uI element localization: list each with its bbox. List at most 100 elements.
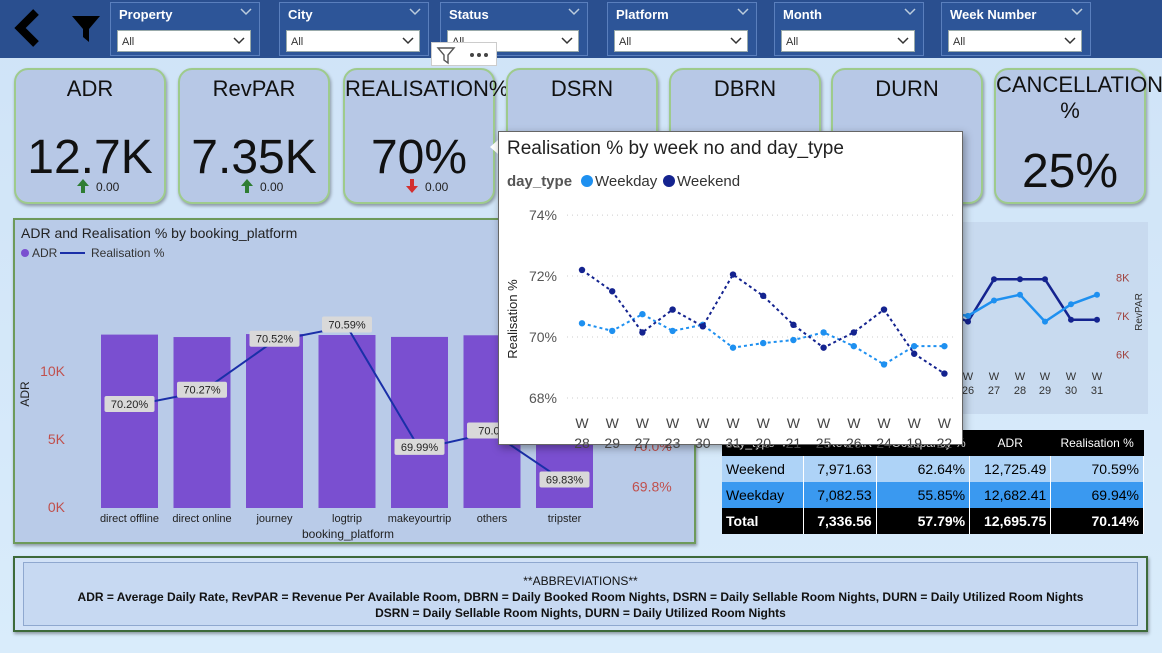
filter-button[interactable]: [70, 12, 102, 44]
data-point[interactable]: [790, 336, 797, 344]
header-adr[interactable]: ADR: [969, 430, 1051, 456]
data-point[interactable]: [1042, 318, 1048, 325]
x-tick-label: W: [847, 415, 861, 431]
data-point[interactable]: [760, 292, 767, 300]
data-label: 70.59%: [328, 319, 366, 331]
slicer-dropdown[interactable]: All: [948, 30, 1082, 52]
data-point[interactable]: [965, 318, 971, 325]
chevron-down-icon[interactable]: [408, 7, 422, 17]
bar-adr[interactable]: [173, 337, 231, 508]
y2-tick-label: 69.8%: [632, 479, 672, 495]
bar-adr[interactable]: [318, 335, 376, 508]
data-point[interactable]: [991, 276, 997, 283]
data-point[interactable]: [820, 344, 827, 351]
chevron-down-icon[interactable]: [1070, 7, 1084, 17]
chevron-down-icon: [233, 37, 245, 45]
bar-adr[interactable]: [391, 336, 448, 508]
slicer-dropdown[interactable]: All: [614, 30, 748, 52]
data-point[interactable]: [991, 297, 997, 304]
data-point[interactable]: [941, 370, 948, 377]
table-row: Weekend 7,971.63 62.64% 12,725.49 70.59%: [722, 456, 1144, 482]
x-tick-label: 24: [876, 435, 892, 451]
data-point[interactable]: [790, 321, 797, 329]
data-point[interactable]: [609, 288, 616, 295]
y-tick-label: 7K: [1116, 311, 1130, 323]
data-point[interactable]: [965, 312, 971, 319]
cell-occupancy: 62.64%: [876, 456, 971, 482]
data-label-bg: [249, 330, 300, 347]
chevron-down-icon[interactable]: [239, 7, 253, 17]
data-point[interactable]: [1094, 291, 1100, 298]
slicer-value: All: [619, 36, 632, 48]
data-point[interactable]: [669, 327, 676, 335]
y-tick-label: 6K: [1116, 349, 1130, 361]
data-point[interactable]: [850, 342, 857, 350]
legend-adr-label: ADR: [32, 246, 58, 260]
kpi-card-realisation[interactable]: REALISATION% 70% 0.00: [343, 68, 508, 204]
x-tick-label: W: [1040, 371, 1051, 383]
trend-down-icon: [406, 179, 418, 193]
data-point[interactable]: [1068, 301, 1074, 308]
x-tick-label: 21: [786, 435, 802, 451]
data-point[interactable]: [729, 271, 737, 278]
chevron-down-icon[interactable]: [736, 7, 750, 17]
data-point[interactable]: [578, 266, 586, 274]
x-tick-label: 31: [725, 435, 741, 451]
chevron-down-icon[interactable]: [567, 7, 581, 17]
x-tick-label: W: [908, 415, 922, 431]
cell-realisation: 69.94%: [1050, 482, 1144, 508]
data-point[interactable]: [1068, 316, 1074, 323]
y-tick-label: 70%: [529, 329, 557, 345]
kpi-value: 25%: [1021, 145, 1119, 198]
kpi-card-cancellation[interactable]: CANCELLATION % 25%: [994, 68, 1162, 204]
more-options-icon[interactable]: [464, 44, 494, 66]
chevron-down-icon[interactable]: [903, 7, 917, 17]
x-tick-label: 26: [962, 385, 974, 397]
slicer-label: Status: [449, 7, 489, 22]
data-point[interactable]: [911, 350, 918, 357]
data-point[interactable]: [729, 344, 737, 351]
x-tick-label: tripster: [548, 513, 582, 525]
back-button[interactable]: [10, 6, 46, 50]
data-point[interactable]: [1042, 276, 1048, 283]
data-point[interactable]: [669, 306, 676, 313]
data-point[interactable]: [820, 329, 827, 336]
legend-title: day_type: [507, 173, 572, 190]
data-point[interactable]: [911, 342, 918, 350]
header-realisation[interactable]: Realisation %: [1050, 430, 1144, 456]
table-total-row: Total 7,336.56 57.79% 12,695.75 70.14%: [722, 508, 1144, 534]
slicer-week-number: Week Number All: [941, 2, 1091, 56]
data-point[interactable]: [609, 327, 616, 335]
x-tick-label: W: [938, 415, 952, 431]
series-line: [581, 269, 945, 375]
data-point[interactable]: [1094, 316, 1100, 323]
x-tick-label: 29: [1039, 385, 1051, 397]
data-point[interactable]: [639, 310, 646, 318]
bar-adr[interactable]: [246, 334, 303, 508]
slicer-dropdown[interactable]: All: [117, 30, 251, 52]
data-point[interactable]: [850, 329, 857, 336]
data-point[interactable]: [578, 320, 586, 327]
slicer-dropdown[interactable]: All: [781, 30, 915, 52]
kpi-card-adr[interactable]: ADR 12.7K 0.00: [14, 68, 166, 204]
kpi-card-revpar[interactable]: RevPAR 7.35K 0.00: [178, 68, 330, 204]
bar-adr[interactable]: [101, 334, 158, 508]
data-point[interactable]: [880, 361, 888, 368]
data-point[interactable]: [699, 323, 706, 330]
data-point[interactable]: [760, 339, 767, 347]
data-point[interactable]: [880, 306, 888, 313]
slicer-dropdown[interactable]: All: [286, 30, 420, 52]
data-point[interactable]: [1017, 276, 1023, 283]
cell-day: Weekday: [722, 482, 805, 508]
series-line: [581, 312, 945, 366]
data-point[interactable]: [941, 342, 948, 350]
slicer-city: City All: [279, 2, 429, 56]
x-tick-label: W: [666, 415, 680, 431]
kpi-delta: 0.00: [260, 180, 284, 194]
data-point[interactable]: [1017, 291, 1023, 298]
filter-icon[interactable]: [435, 44, 457, 66]
x-tick-label: journey: [255, 513, 293, 525]
x-tick-label: W: [1066, 371, 1077, 383]
realisation-week-chart: day_type Weekday Weekend 68% 70% 72% 74% Realis…: [505, 173, 954, 451]
data-point[interactable]: [639, 329, 646, 336]
